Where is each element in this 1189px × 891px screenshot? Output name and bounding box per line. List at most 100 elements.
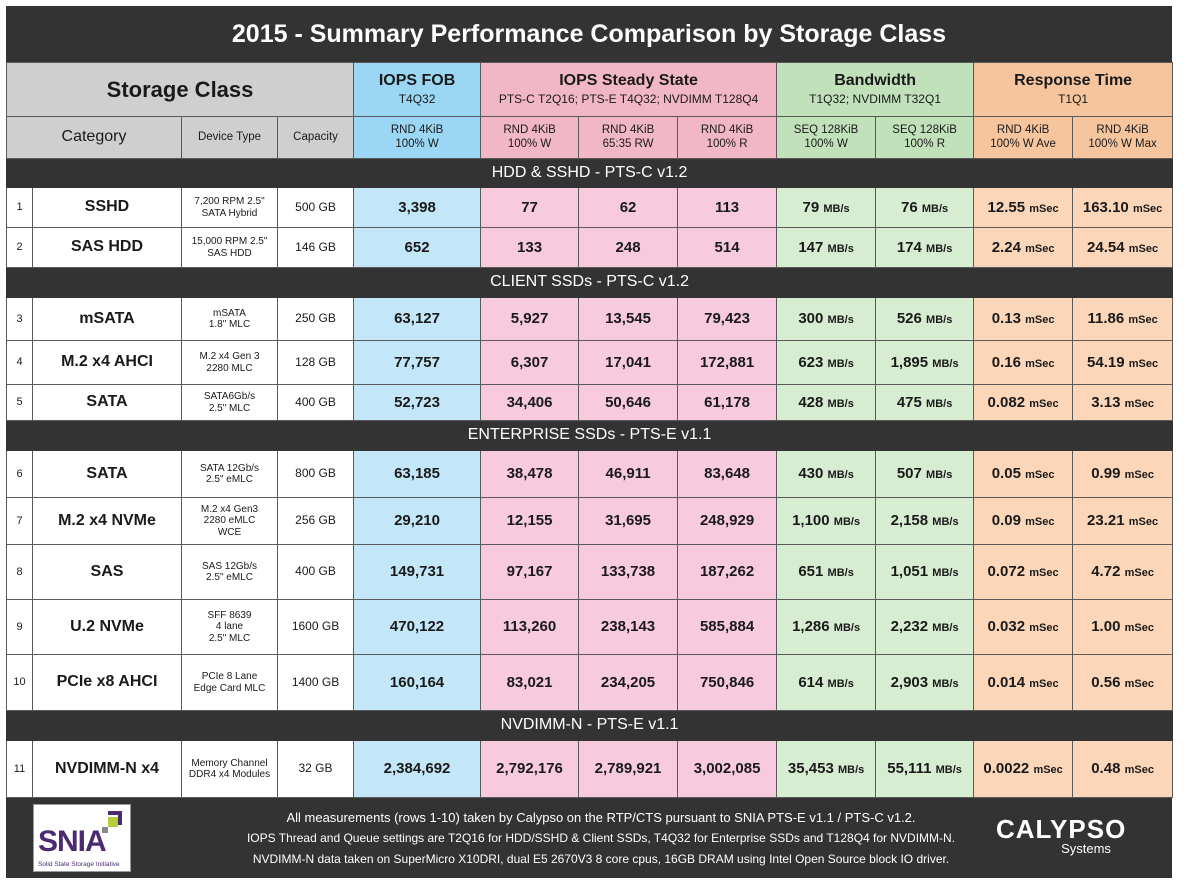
bandwidth-cell: 76 MB/s <box>875 187 975 228</box>
capacity-cell: 1400 GB <box>276 654 355 711</box>
unit: MB/s <box>827 567 854 580</box>
bandwidth-cell: 430 MB/s <box>776 450 877 498</box>
unit: mSec <box>1124 622 1154 635</box>
summary-table: Storage Class IOPS FOB T4Q32 IOPS Steady … <box>5 62 1174 798</box>
response-time-cell: 0.13 mSec <box>973 297 1074 341</box>
device-line: 15,000 RPM 2.5" <box>191 236 268 247</box>
category-cell: NVDIMM-N x4 <box>32 740 182 798</box>
value: 1,286 <box>792 618 830 636</box>
metric-header: RND 4KiB 65:35 RW <box>578 116 679 159</box>
response-time-cell: 3.13 mSec <box>1072 384 1174 421</box>
device-line: Edge Card MLC <box>193 682 266 694</box>
bandwidth-cell: 300 MB/s <box>776 297 877 341</box>
response-time-cell: 0.082 mSec <box>973 384 1074 421</box>
group-title: Bandwidth <box>834 71 916 89</box>
table-row: 6 SATA SATA 12Gb/s 2.5" eMLC 800 GB 63,185 38,… <box>6 450 1174 498</box>
device-line: WCE <box>217 526 242 538</box>
iops-steady-state-cell: 234,205 <box>578 654 679 711</box>
iops-steady-state-cell: 172,881 <box>677 340 778 385</box>
value: 1,895 <box>890 353 929 371</box>
category-cell: M.2 x4 AHCI <box>32 340 182 385</box>
table-row: 9 U.2 NVMe SFF 8639 4 lane 2.5" MLC 1600 GB 47… <box>6 599 1174 655</box>
device-line: 2.5" MLC <box>208 632 251 644</box>
unit: mSec <box>1029 677 1059 690</box>
bandwidth-cell: 651 MB/s <box>776 544 877 600</box>
response-time-cell: 0.072 mSec <box>973 544 1074 600</box>
metric-header: SEQ 128KiB 100% R <box>875 116 975 159</box>
unit: mSec <box>1025 314 1055 327</box>
value: 12.55 <box>987 198 1026 216</box>
capacity-cell: 32 GB <box>276 740 355 798</box>
metric-header-line: 65:35 RW <box>602 137 654 150</box>
value: 428 <box>798 393 824 411</box>
iops-steady-state-cell: 133,738 <box>578 544 679 600</box>
device-type-cell: SAS 12Gb/s 2.5" eMLC <box>181 544 278 600</box>
bandwidth-cell: 174 MB/s <box>875 227 975 268</box>
unit: MB/s <box>926 242 953 255</box>
metric-header: RND 4KiB 100% W <box>480 116 580 159</box>
group-title: IOPS FOB <box>378 71 456 89</box>
response-time-cell: 0.032 mSec <box>973 599 1074 655</box>
metric-header: RND 4KiB 100% R <box>677 116 778 159</box>
group-sub: T1Q32; NVDIMM T32Q1 <box>809 92 941 107</box>
response-time-cell: 0.05 mSec <box>973 450 1074 498</box>
table-row: 4 M.2 x4 AHCI M.2 x4 Gen 3 2280 MLC 128 GB 77… <box>6 340 1174 385</box>
table-row: 2 SAS HDD 15,000 RPM 2.5" SAS HDD 146 GB 652 1… <box>6 227 1174 268</box>
category-cell: SATA <box>32 384 182 421</box>
unit: MB/s <box>827 242 854 255</box>
value: 0.09 <box>991 512 1021 530</box>
unit: MB/s <box>921 202 949 215</box>
value: 147 <box>798 238 824 256</box>
bandwidth-cell: 55,111 MB/s <box>875 740 975 798</box>
bandwidth-cell: 35,453 MB/s <box>776 740 877 798</box>
iops-steady-state-cell: 83,021 <box>480 654 580 711</box>
value: 526 <box>896 310 922 328</box>
unit: MB/s <box>932 622 959 635</box>
value: 0.082 <box>987 393 1026 411</box>
unit: MB/s <box>833 622 861 635</box>
iops-steady-state-cell: 17,041 <box>578 340 679 385</box>
device-line: DDR4 x4 Modules <box>188 769 271 780</box>
iops-steady-state-cell: 79,423 <box>677 297 778 341</box>
row-number: 11 <box>6 740 33 798</box>
response-time-cell: 54.19 mSec <box>1072 340 1174 385</box>
device-line: 2.5" eMLC <box>206 474 253 485</box>
iops-steady-state-cell: 5,927 <box>480 297 580 341</box>
unit: MB/s <box>827 469 854 482</box>
device-type-cell: 15,000 RPM 2.5" SAS HDD <box>181 227 278 268</box>
bandwidth-cell: 147 MB/s <box>776 227 877 268</box>
device-line: 1.8" MLC <box>208 319 251 330</box>
group-title: Response Time <box>1014 71 1133 89</box>
value: 475 <box>896 393 922 411</box>
value: 507 <box>896 465 922 483</box>
response-time-cell: 163.10 mSec <box>1072 187 1174 228</box>
unit: MB/s <box>837 764 865 777</box>
iops-fob-cell: 77,757 <box>353 340 482 385</box>
row-number: 6 <box>6 450 33 498</box>
capacity-cell: 256 GB <box>276 497 355 545</box>
table-row: 11 NVDIMM-N x4 Memory Channel DDR4 x4 Modul… <box>6 740 1174 798</box>
iops-steady-state-cell: 3,002,085 <box>677 740 778 798</box>
device-type-header: Device Type <box>181 116 278 159</box>
capacity-cell: 1600 GB <box>276 599 355 655</box>
iops-steady-state-cell: 750,846 <box>677 654 778 711</box>
response-time-cell: 2.24 mSec <box>973 227 1074 268</box>
iops-steady-state-cell: 514 <box>677 227 778 268</box>
section-header-row: ENTERPRISE SSDs - PTS-E v1.1 <box>5 420 1174 451</box>
footer-notes: All measurements (rows 1-10) taken by Ca… <box>206 807 996 870</box>
value: 1,100 <box>792 512 830 530</box>
response-time-cell: 0.16 mSec <box>973 340 1074 385</box>
row-number: 9 <box>6 599 33 655</box>
capacity-cell: 400 GB <box>276 384 355 421</box>
device-type-cell: M.2 x4 Gen 3 2280 MLC <box>181 340 278 385</box>
device-line: 4 lane <box>215 621 244 633</box>
row-number: 10 <box>6 654 33 711</box>
response-time-cell: 24.54 mSec <box>1072 227 1174 268</box>
iops-fob-cell: 29,210 <box>353 497 482 545</box>
header-row-metrics: Category Device Type Capacity RND 4KiB 10… <box>6 116 1174 159</box>
row-number: 2 <box>6 227 33 268</box>
iops-fob-cell: 63,185 <box>353 450 482 498</box>
device-type-cell: M.2 x4 Gen3 2280 eMLC WCE <box>181 497 278 545</box>
footer-note: IOPS Thread and Queue settings are T2Q16… <box>246 831 956 845</box>
iops-steady-state-cell: 13,545 <box>578 297 679 341</box>
